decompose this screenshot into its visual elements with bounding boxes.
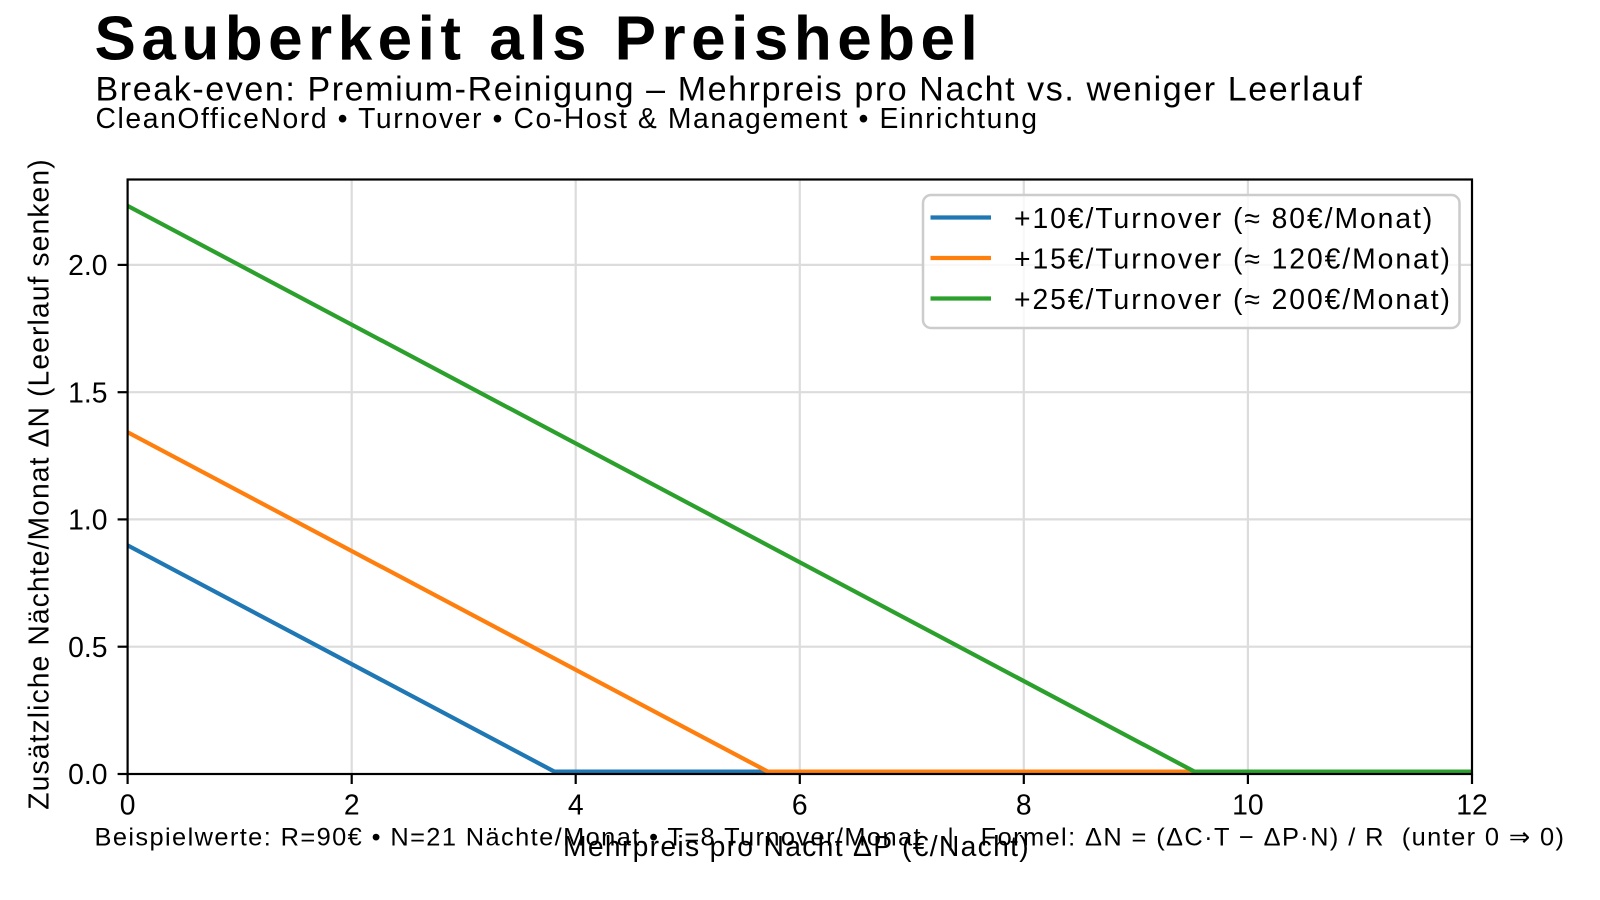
svg-text:2.0: 2.0 (68, 249, 107, 281)
svg-text:10: 10 (1232, 789, 1263, 821)
svg-text:CleanOfficeNord • Turnover • C: CleanOfficeNord • Turnover • Co-Host & M… (96, 102, 1039, 134)
svg-text:+15€/Turnover (≈ 120€/Monat): +15€/Turnover (≈ 120€/Monat) (1014, 243, 1452, 275)
svg-text:+25€/Turnover (≈ 200€/Monat): +25€/Turnover (≈ 200€/Monat) (1014, 283, 1452, 315)
svg-text:Sauberkeit als Preishebel: Sauberkeit als Preishebel (95, 5, 984, 74)
svg-text:2: 2 (344, 789, 360, 821)
svg-text:0.0: 0.0 (68, 758, 107, 790)
svg-text:1.5: 1.5 (68, 376, 107, 408)
svg-text:Zusätzliche Nächte/Monat ΔN (L: Zusätzliche Nächte/Monat ΔN (Leerlauf se… (23, 158, 55, 809)
svg-text:+10€/Turnover (≈ 80€/Monat): +10€/Turnover (≈ 80€/Monat) (1014, 202, 1434, 234)
svg-text:4: 4 (568, 789, 584, 821)
svg-text:0.5: 0.5 (68, 631, 107, 663)
svg-text:1.0: 1.0 (68, 504, 107, 536)
svg-text:6: 6 (792, 789, 808, 821)
svg-text:Mehrpreis pro Nacht ΔP (€/Nach: Mehrpreis pro Nacht ΔP (€/Nacht) (563, 830, 1030, 862)
svg-text:Beispielwerte: R=90€ • N=21 Nä: Beispielwerte: R=90€ • N=21 Nächte/Monat… (95, 824, 1566, 852)
svg-text:12: 12 (1456, 789, 1487, 821)
svg-text:8: 8 (1016, 789, 1032, 821)
svg-text:0: 0 (120, 789, 136, 821)
svg-text:Break-even: Premium-Reinigung: Break-even: Premium-Reinigung – Mehrprei… (96, 70, 1364, 108)
